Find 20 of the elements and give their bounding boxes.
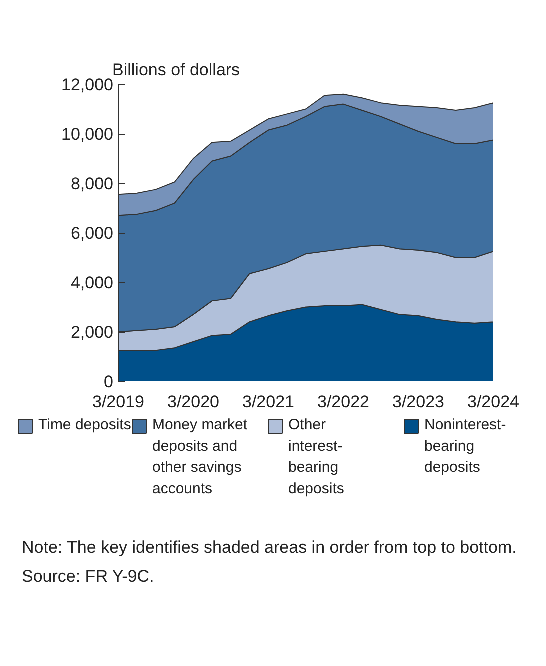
x-tick-label: 3/2021 [242,392,294,412]
x-tick-label: 3/2022 [318,392,370,412]
y-tick-label: 0 [104,372,114,392]
y-tick-label: 4,000 [70,274,114,292]
x-tick-label: 3/2023 [392,392,444,412]
text: Note: The key identifies shaded areas in order from top to bottom. [22,537,517,559]
legend-label: Time deposits [38,416,132,434]
y-tick-label: 12,000 [62,76,114,94]
x-tick-label: 3/2024 [468,392,520,412]
source-note: Source: FR Y-9C. [22,566,154,588]
x-tick-label: 3/2020 [168,392,220,412]
y-tick-label: 8,000 [70,174,114,194]
legend-label: Other interest-bearing deposits [288,416,344,498]
y-tick-label: 10,000 [62,125,114,144]
y-tick-label: 2,000 [70,323,114,342]
y-axis-title: Billions of dollars [112,60,240,80]
legend-label: Money market deposits and other savings accounts [152,416,248,498]
y-tick-label: 6,000 [70,224,114,243]
x-tick-label: 3/2019 [92,392,144,412]
legend-label: Noninterest-bearing deposits [424,416,506,476]
